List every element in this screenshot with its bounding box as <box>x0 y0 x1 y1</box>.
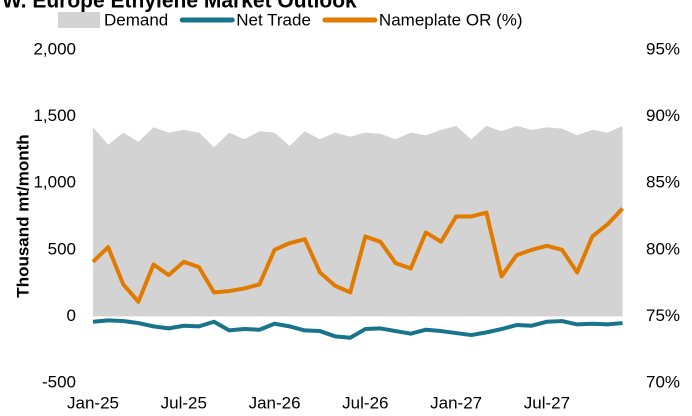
x-tick-label: Jul-27 <box>524 393 570 412</box>
y-tick-label: -500 <box>42 372 76 391</box>
legend-label: Net Trade <box>236 10 311 29</box>
y2-tick-label: 85% <box>646 173 680 192</box>
y2-tick-label: 95% <box>646 39 680 58</box>
series-line <box>91 207 625 304</box>
y-axis-label: Thousand mt/month <box>13 134 32 297</box>
x-tick-label: Jul-25 <box>161 393 207 412</box>
y2-tick-label: 80% <box>646 239 680 258</box>
y-tick-label: 2,000 <box>33 39 76 58</box>
x-tick-label: Jan-26 <box>249 393 301 412</box>
chart-title: W. Europe Ethylene Market Outlook <box>2 0 357 13</box>
series-line <box>92 318 623 340</box>
legend-label: Nameplate OR (%) <box>379 10 523 29</box>
y-tick-label: 500 <box>48 239 76 258</box>
y2-tick-label: 75% <box>646 306 680 325</box>
x-tick-label: Jan-25 <box>67 393 119 412</box>
legend-swatch <box>58 12 100 28</box>
y-tick-label: 1,500 <box>33 106 76 125</box>
y-tick-label: 1,000 <box>33 173 76 192</box>
x-tick-label: Jan-27 <box>430 393 482 412</box>
demand-area <box>93 125 623 317</box>
legend-label: Demand <box>104 10 168 29</box>
y-tick-label: 0 <box>67 306 76 325</box>
y2-tick-label: 90% <box>646 106 680 125</box>
y2-tick-label: 70% <box>646 372 680 391</box>
x-tick-label: Jul-26 <box>342 393 388 412</box>
